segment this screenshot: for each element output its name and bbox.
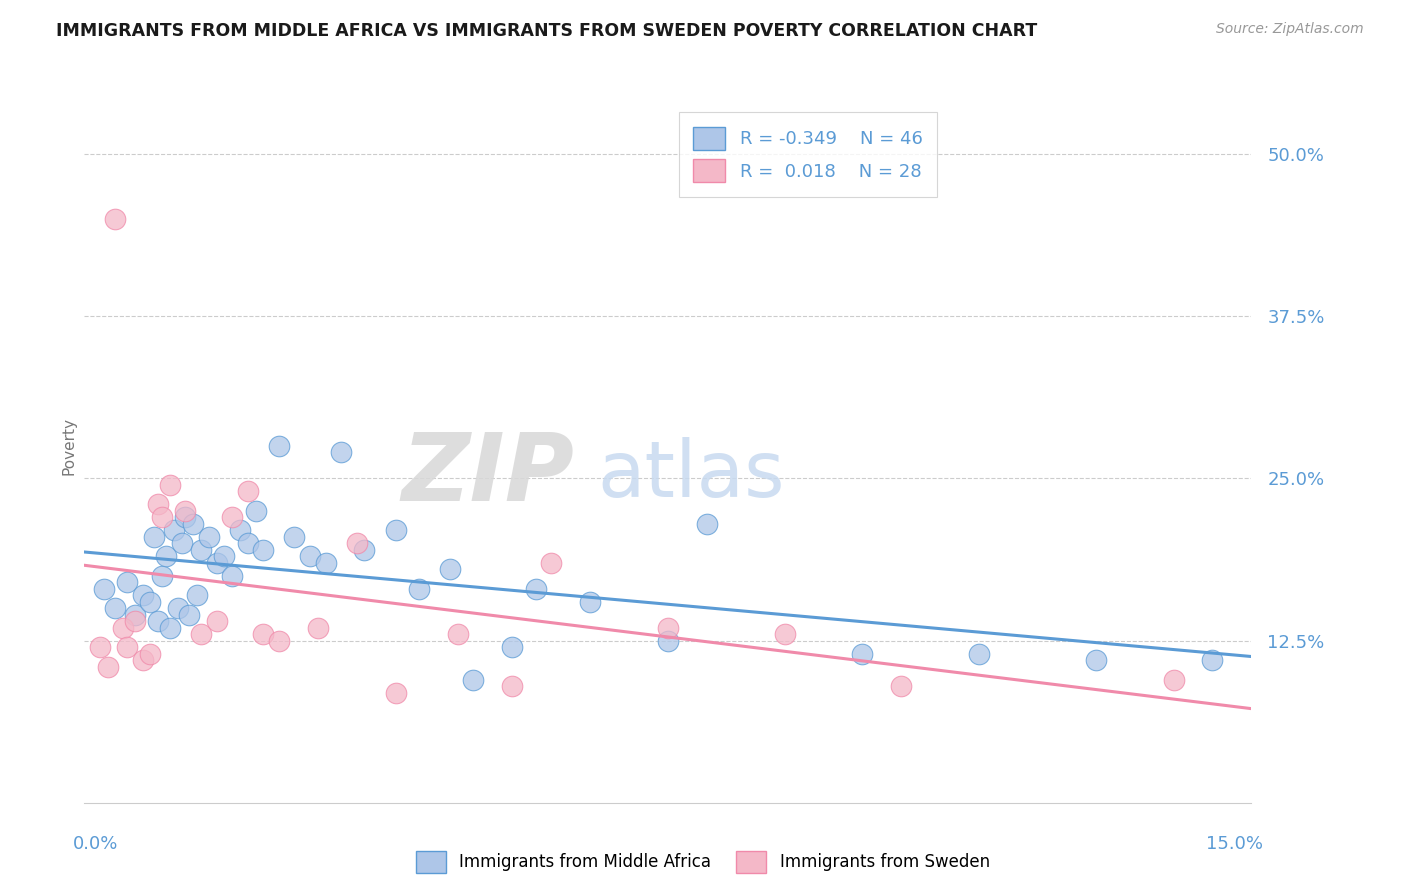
Point bbox=[657, 621, 679, 635]
Legend: R = -0.349    N = 46, R =  0.018    N = 28: R = -0.349 N = 46, R = 0.018 N = 28 bbox=[679, 112, 938, 197]
Point bbox=[89, 640, 111, 654]
Point bbox=[524, 582, 547, 596]
Point bbox=[179, 607, 201, 622]
Point bbox=[163, 524, 186, 538]
Point bbox=[890, 679, 912, 693]
Point bbox=[166, 601, 188, 615]
Point bbox=[384, 685, 406, 699]
Text: 0.0%: 0.0% bbox=[73, 835, 118, 853]
Point bbox=[112, 621, 135, 635]
Point bbox=[252, 627, 274, 641]
Point bbox=[143, 530, 166, 544]
Point bbox=[190, 542, 212, 557]
Point bbox=[579, 595, 602, 609]
Point bbox=[155, 549, 177, 564]
Point bbox=[181, 516, 204, 531]
Point bbox=[501, 679, 523, 693]
Point bbox=[657, 633, 679, 648]
Point bbox=[198, 530, 221, 544]
Point bbox=[93, 582, 115, 596]
Point bbox=[384, 524, 406, 538]
Point bbox=[353, 542, 375, 557]
Point bbox=[408, 582, 430, 596]
Point bbox=[132, 588, 155, 602]
Point bbox=[439, 562, 461, 576]
Y-axis label: Poverty: Poverty bbox=[60, 417, 76, 475]
Text: atlas: atlas bbox=[598, 436, 786, 513]
Point bbox=[245, 504, 267, 518]
Point bbox=[229, 524, 252, 538]
Point bbox=[124, 607, 146, 622]
Point bbox=[139, 647, 162, 661]
Legend: Immigrants from Middle Africa, Immigrants from Sweden: Immigrants from Middle Africa, Immigrant… bbox=[409, 845, 997, 880]
Point bbox=[115, 640, 138, 654]
Text: Source: ZipAtlas.com: Source: ZipAtlas.com bbox=[1216, 22, 1364, 37]
Point bbox=[1084, 653, 1107, 667]
Point bbox=[696, 516, 718, 531]
Point bbox=[214, 549, 236, 564]
Point bbox=[174, 510, 197, 524]
Point bbox=[346, 536, 368, 550]
Point bbox=[148, 497, 170, 511]
Point bbox=[221, 568, 243, 582]
Point bbox=[267, 439, 290, 453]
Point bbox=[236, 536, 259, 550]
Point bbox=[851, 647, 873, 661]
Point bbox=[298, 549, 321, 564]
Point bbox=[139, 595, 162, 609]
Point bbox=[283, 530, 305, 544]
Point bbox=[221, 510, 243, 524]
Text: 15.0%: 15.0% bbox=[1206, 835, 1263, 853]
Text: IMMIGRANTS FROM MIDDLE AFRICA VS IMMIGRANTS FROM SWEDEN POVERTY CORRELATION CHAR: IMMIGRANTS FROM MIDDLE AFRICA VS IMMIGRA… bbox=[56, 22, 1038, 40]
Point bbox=[132, 653, 155, 667]
Point bbox=[174, 504, 197, 518]
Point bbox=[205, 614, 228, 628]
Point bbox=[967, 647, 990, 661]
Point bbox=[236, 484, 259, 499]
Point bbox=[190, 627, 212, 641]
Point bbox=[267, 633, 290, 648]
Point bbox=[115, 575, 138, 590]
Point bbox=[252, 542, 274, 557]
Text: ZIP: ZIP bbox=[402, 428, 575, 521]
Point bbox=[148, 614, 170, 628]
Point bbox=[159, 621, 181, 635]
Point bbox=[1201, 653, 1223, 667]
Point bbox=[150, 568, 173, 582]
Point bbox=[463, 673, 485, 687]
Point bbox=[205, 556, 228, 570]
Point bbox=[330, 445, 353, 459]
Point bbox=[159, 478, 181, 492]
Point bbox=[150, 510, 173, 524]
Point bbox=[170, 536, 193, 550]
Point bbox=[307, 621, 329, 635]
Point bbox=[501, 640, 523, 654]
Point bbox=[104, 601, 127, 615]
Point bbox=[124, 614, 146, 628]
Point bbox=[104, 211, 127, 226]
Point bbox=[773, 627, 796, 641]
Point bbox=[97, 659, 120, 673]
Point bbox=[186, 588, 208, 602]
Point bbox=[315, 556, 337, 570]
Point bbox=[1163, 673, 1185, 687]
Point bbox=[540, 556, 562, 570]
Point bbox=[447, 627, 470, 641]
